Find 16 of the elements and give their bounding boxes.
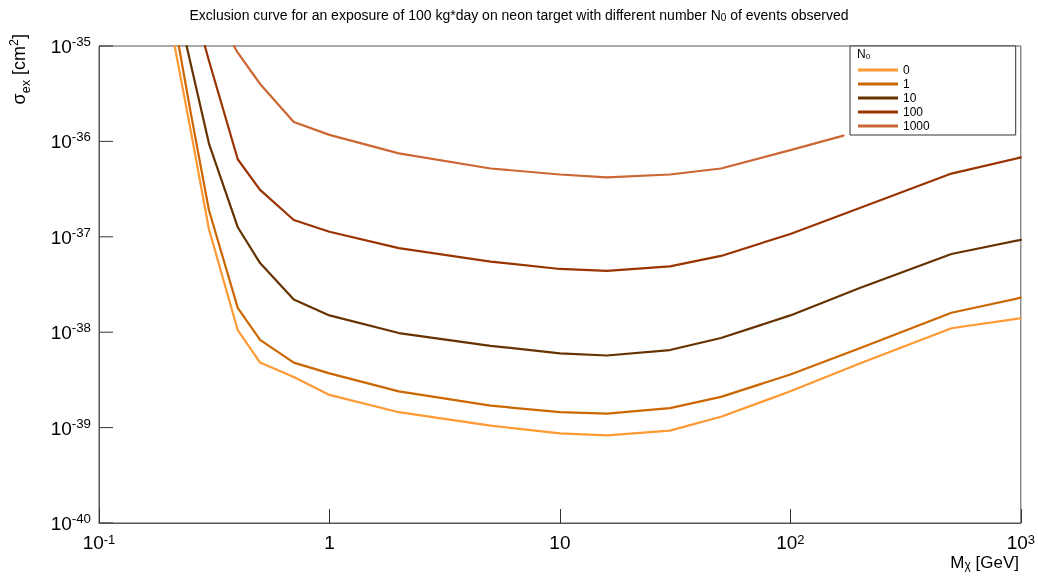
- y-tick-label: 10$^{-38}$: [50, 320, 91, 344]
- y-tick-label: 10$^{-40}$: [50, 511, 91, 535]
- y-tick-label: 10$^{-39}$: [50, 415, 91, 439]
- legend-label: 10: [903, 91, 917, 105]
- legend-label: 1000: [903, 119, 931, 133]
- legend-title: N0: [857, 47, 871, 61]
- y-tick-label: 10$^{-35}$: [50, 34, 91, 58]
- legend-label: 100: [903, 105, 924, 119]
- chart-title: Exclusion curve for an exposure of 100 kg*day on neon target with different number N0 of events observed: [189, 7, 849, 23]
- legend-label: 0: [903, 63, 910, 77]
- x-tick-label: 1: [324, 532, 335, 553]
- y-tick-label: 10$^{-36}$: [50, 129, 91, 153]
- x-axis-title: Mχ [GeV]: [950, 553, 1019, 572]
- legend-label: 1: [903, 77, 910, 91]
- x-tick-label: 10: [549, 532, 571, 553]
- y-tick-label: 10$^{-37}$: [50, 224, 91, 249]
